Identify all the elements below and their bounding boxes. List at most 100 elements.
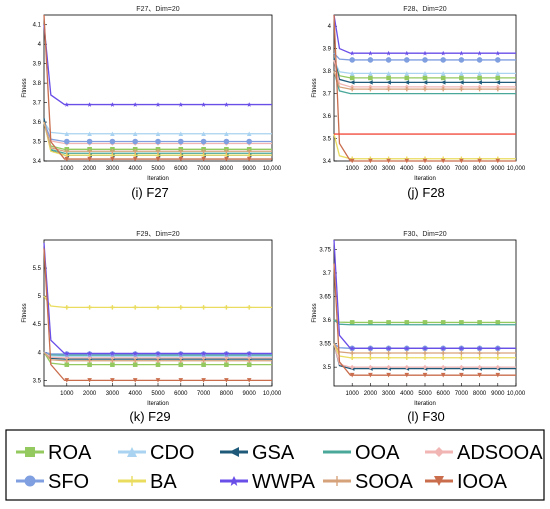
adsooa-marker <box>404 364 410 370</box>
adsooa-marker <box>155 355 161 361</box>
cdo-marker <box>110 131 115 137</box>
roa-marker <box>224 362 229 367</box>
y-tick-label: 4.1 <box>33 23 42 29</box>
x-tick-label: 2000 <box>83 166 97 172</box>
sooa-marker <box>178 358 184 364</box>
roa-marker <box>110 362 115 367</box>
wwpa-marker <box>110 351 115 356</box>
iooa-marker <box>224 378 229 383</box>
roa-marker <box>495 320 501 325</box>
cdo-marker <box>246 131 252 137</box>
roa-marker <box>201 362 206 367</box>
cdo-marker <box>201 131 206 137</box>
caption-f29: (k) F29 <box>129 409 170 424</box>
sooa-marker <box>477 86 482 92</box>
iooa-marker <box>178 378 184 383</box>
legend-sooa-marker <box>332 476 342 486</box>
roa-marker <box>368 320 373 325</box>
wwpa-marker <box>422 50 428 56</box>
sfo-marker <box>246 138 252 145</box>
y-tick-label: 3.7 <box>33 101 42 107</box>
sfo-marker <box>86 138 93 145</box>
x-tick-label: 9000 <box>243 166 257 172</box>
x-tick-label: 1000 <box>346 391 360 397</box>
iooa-marker <box>404 372 410 378</box>
roa-marker <box>459 320 464 325</box>
gsa-marker <box>495 80 501 85</box>
wwpa-marker <box>87 351 92 356</box>
adsooa-marker <box>349 364 355 370</box>
gsa-marker <box>349 80 355 85</box>
iooa-marker <box>155 378 161 383</box>
y-tick-label: 3.6 <box>323 318 332 324</box>
sfo-marker <box>349 57 356 63</box>
cdo-marker <box>64 131 70 137</box>
sfo-marker <box>495 57 501 63</box>
iooa-marker <box>422 372 428 378</box>
sooa-marker <box>459 350 464 356</box>
y-tick-label: 3.6 <box>33 120 42 126</box>
roa-marker <box>386 75 391 81</box>
wwpa-marker <box>422 346 428 351</box>
y-tick-label: 5.5 <box>33 266 42 272</box>
gsa-marker <box>440 80 446 85</box>
legend-label-wwpa: WWPA <box>252 471 316 493</box>
roa-marker <box>459 75 464 81</box>
roa-marker <box>87 362 92 367</box>
adsooa-marker <box>132 355 138 361</box>
sooa-marker <box>368 86 373 92</box>
wwpa-marker <box>64 102 70 107</box>
wwpa-series-line <box>43 242 272 355</box>
x-axis-label: Iteration <box>414 401 436 407</box>
legend-ba-marker <box>127 476 137 486</box>
iooa-marker <box>87 378 92 383</box>
legend-wwpa-marker <box>229 476 239 486</box>
x-tick-label: 1000 <box>346 166 360 172</box>
roa-marker <box>349 320 355 325</box>
adsooa-marker <box>178 355 184 361</box>
ba-marker <box>132 305 138 310</box>
sooa-marker <box>495 86 501 92</box>
roa-series-line <box>43 351 272 366</box>
ba-marker <box>349 355 355 361</box>
chart-title: F27、Dim=20 <box>136 6 179 13</box>
y-axis-label: Fitness <box>22 303 28 322</box>
iooa-marker <box>495 372 501 378</box>
x-tick-label: 9000 <box>491 391 505 397</box>
legend-iooa-marker <box>434 476 444 486</box>
wwpa-marker <box>495 346 501 351</box>
y-tick-label: 3.9 <box>33 62 42 68</box>
x-tick-label: 9000 <box>243 391 257 397</box>
iooa-marker <box>459 158 464 164</box>
legend-label-adsooa: ADSOOA <box>457 442 543 464</box>
sfo-marker <box>200 138 207 145</box>
x-tick-label: 3000 <box>106 166 120 172</box>
ba-marker <box>87 305 92 310</box>
sfo-series-line <box>43 121 272 143</box>
iooa-marker <box>386 372 391 378</box>
wwpa-marker <box>477 346 482 351</box>
wwpa-marker <box>386 346 391 351</box>
wwpa-marker <box>404 50 410 56</box>
ba-marker <box>155 305 161 310</box>
sfo-marker <box>109 138 116 145</box>
iooa-marker <box>155 156 161 162</box>
sfo-marker <box>132 138 138 145</box>
x-tick-label: 1000 <box>60 391 74 397</box>
wwpa-marker <box>87 102 92 107</box>
wwpa-marker <box>246 351 252 356</box>
wwpa-marker <box>368 346 373 351</box>
ba-marker <box>155 152 161 158</box>
caption-f28: (j) F28 <box>407 185 445 200</box>
ba-marker <box>201 152 206 158</box>
wwpa-series-line <box>333 239 516 349</box>
iooa-marker <box>224 156 229 162</box>
iooa-marker <box>246 378 252 383</box>
iooa-marker <box>87 156 92 162</box>
wwpa-marker <box>178 102 184 107</box>
adsooa-marker <box>440 364 446 370</box>
sooa-marker <box>132 148 138 154</box>
x-tick-label: 2000 <box>364 391 378 397</box>
x-tick-label: 5000 <box>418 166 432 172</box>
sooa-marker <box>422 86 428 92</box>
